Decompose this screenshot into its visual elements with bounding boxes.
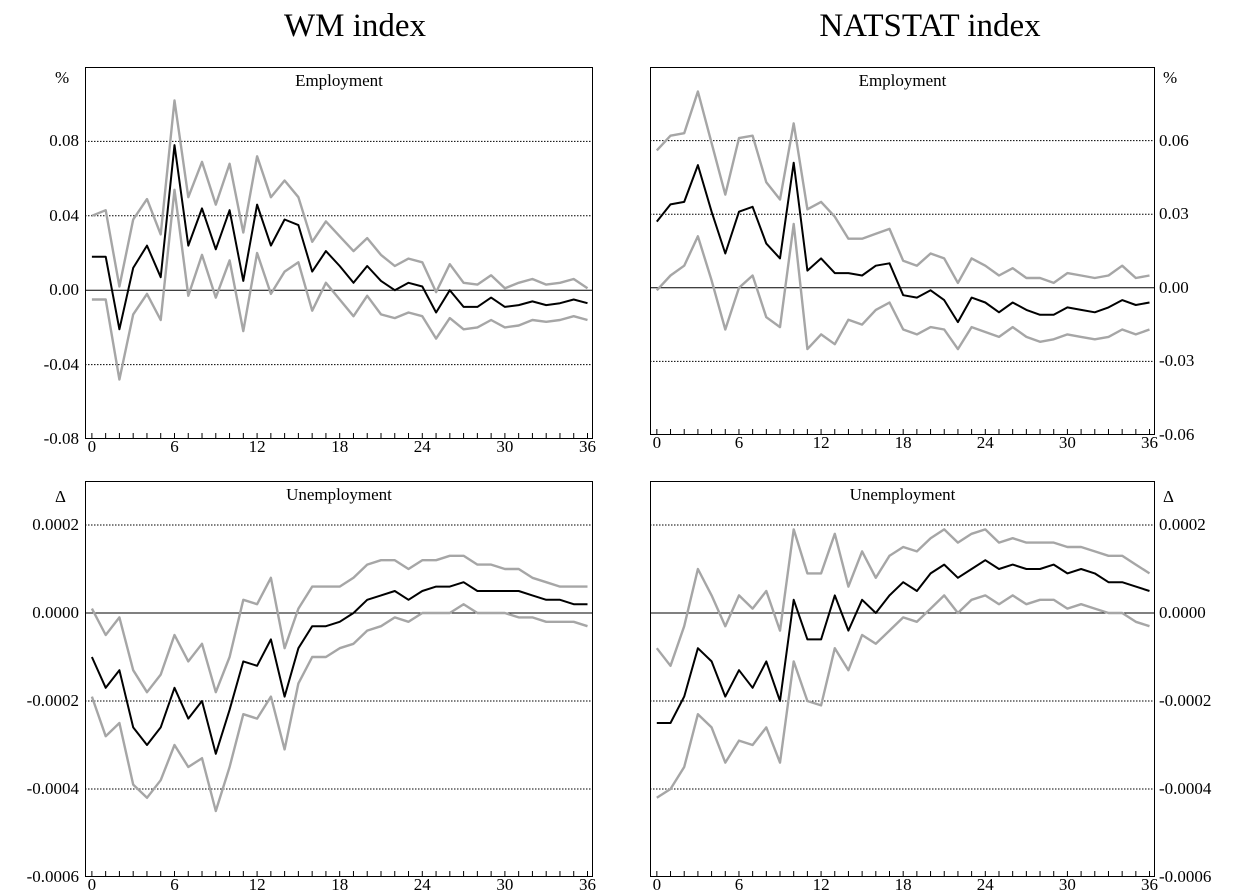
panel-natstat-unemployment: Δ Unemployment -0.0006 -0.0004 -0.0002 0.00…: [650, 481, 1211, 894]
series-line-point: [91, 144, 588, 331]
x-tick-label: 24: [413, 437, 431, 456]
x-tick-label: 12: [248, 875, 266, 894]
series-line-point: [90, 581, 588, 755]
x-tick-label: 0: [87, 437, 97, 456]
y-tick-label: -0.0004: [1159, 779, 1212, 798]
x-tick-label: 0: [87, 875, 97, 894]
x-tick-label: 36: [1141, 875, 1159, 894]
plot-area: [650, 67, 1155, 435]
x-tick-label: 0: [652, 875, 662, 894]
x-tick-label: 6: [170, 875, 179, 894]
y-tick-label: -0.06: [1159, 425, 1195, 444]
y-tick-label: -0.08: [43, 429, 79, 448]
x-tick-label: 36: [578, 875, 596, 894]
plot-frame: [85, 481, 593, 877]
plot-frame: [85, 67, 593, 439]
series-line-lower: [90, 602, 588, 813]
x-tick-label: 24: [976, 875, 994, 894]
plot-area: [85, 67, 593, 439]
series-line-point: [656, 161, 1150, 324]
x-tick-label: 30: [1058, 875, 1076, 894]
x-tick-label: 18: [894, 875, 912, 894]
panel-natstat-employment: % Employment -0.06 -0.03 0.00 0.03 0.06 0 6 12 1…: [650, 67, 1194, 452]
y-tick-label: -0.03: [1159, 351, 1195, 371]
plot-area: [650, 481, 1155, 877]
x-tick-label: 24: [976, 433, 994, 452]
y-tick-label: 0.0000: [1159, 603, 1206, 622]
x-tick-label: 12: [812, 433, 830, 452]
x-tick-label: 6: [734, 433, 744, 452]
y-tick-label: 0.03: [1159, 204, 1189, 224]
x-tick-label: 18: [331, 437, 349, 456]
series-line-point: [656, 559, 1150, 724]
column-title-wm: WM index: [283, 8, 427, 44]
y-tick-label: -0.0004: [26, 779, 79, 798]
y-tick-label: 0.04: [49, 205, 79, 225]
panel-title: Unemployment: [286, 485, 392, 504]
panel-title: Employment: [295, 71, 383, 90]
series-line-upper: [655, 90, 1150, 285]
series-line-lower: [91, 188, 588, 381]
x-tick-label: 12: [812, 875, 830, 894]
y-tick-label: 0.06: [1159, 130, 1189, 150]
plot-frame: [650, 67, 1155, 435]
plot-area: [85, 481, 593, 877]
x-tick-label: 30: [1058, 433, 1076, 452]
x-tick-label: 18: [894, 433, 912, 452]
x-tick-label: 12: [248, 437, 266, 456]
y-tick-label: -0.04: [43, 354, 79, 374]
column-title-natstat: NATSTAT index: [819, 8, 1041, 44]
x-tick-label: 36: [578, 437, 596, 456]
unit-label: Δ: [1163, 487, 1174, 506]
x-tick-label: 30: [496, 875, 514, 894]
x-tick-label: 30: [496, 437, 514, 456]
series-line-lower: [656, 594, 1150, 799]
unit-label: %: [55, 68, 70, 87]
unit-label: Δ: [55, 487, 66, 506]
y-tick-label: -0.0002: [26, 691, 79, 710]
panel-wm-unemployment: Δ Unemployment -0.0006 -0.0004 -0.0002 0.00…: [27, 481, 596, 894]
panel-title: Unemployment: [849, 485, 956, 504]
unit-label: %: [1163, 68, 1178, 87]
y-tick-label: 0.0002: [1159, 515, 1206, 534]
panel-wm-employment: % Employment -0.08 -0.04 0.00 0.04 0.08 0 6 12 1…: [44, 67, 596, 456]
x-tick-label: 6: [734, 875, 744, 894]
y-tick-label: 0.08: [49, 131, 79, 151]
y-tick-label: 0.0000: [32, 603, 79, 622]
y-tick-label: 0.0002: [32, 515, 79, 534]
series-line-upper: [655, 528, 1151, 668]
y-tick-label: -0.0002: [1159, 691, 1212, 710]
x-tick-label: 18: [331, 875, 349, 894]
x-tick-label: 24: [413, 875, 431, 894]
panel-title: Employment: [858, 71, 947, 90]
x-tick-label: 0: [652, 433, 662, 452]
plot-frame: [650, 481, 1155, 877]
y-tick-label: 0.00: [1159, 277, 1189, 297]
x-tick-label: 6: [170, 437, 179, 456]
series-line-upper: [90, 554, 588, 694]
series-line-upper: [91, 99, 589, 294]
series-line-lower: [655, 222, 1150, 351]
y-tick-label: 0.00: [49, 280, 79, 300]
x-tick-label: 36: [1141, 433, 1159, 452]
